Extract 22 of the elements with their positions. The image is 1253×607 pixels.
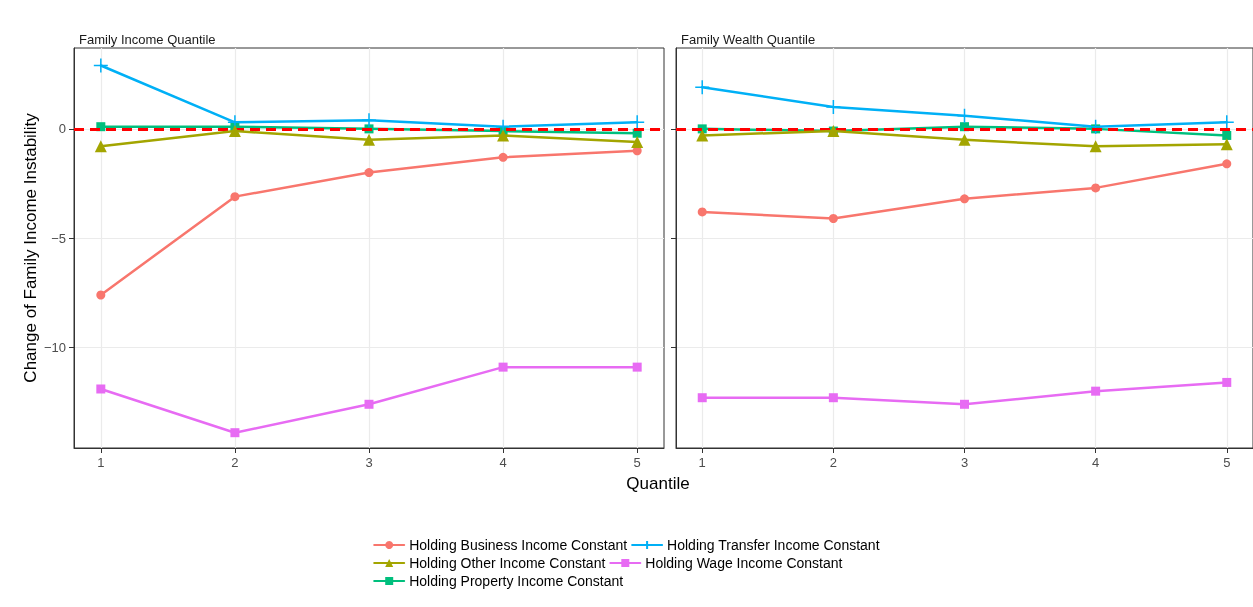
x-axis-title: Quantile xyxy=(625,474,691,494)
x-tick-label: 5 xyxy=(633,455,641,470)
x-tick-label: 4 xyxy=(499,455,507,470)
chart-title: Family Wealth Quantile xyxy=(681,31,816,47)
y-axis-title: Change of Family Income Instability xyxy=(20,112,40,383)
y-tick-label: −10 xyxy=(43,339,66,355)
x-tick-label: 4 xyxy=(1092,455,1100,470)
x-tick-label: 1 xyxy=(97,455,105,470)
x-tick-label: 1 xyxy=(698,455,706,470)
legend-label: Holding Property Income Constant xyxy=(409,573,624,589)
legend-label: Holding Transfer Income Constant xyxy=(667,537,880,553)
chart-title: Family Income Quantile xyxy=(79,31,216,47)
x-tick-label: 5 xyxy=(1223,455,1231,470)
x-tick-label: 3 xyxy=(365,455,373,470)
x-tick-label: 3 xyxy=(960,455,969,470)
legend-label: Holding Business Income Constant xyxy=(409,537,628,553)
x-tick-label: 2 xyxy=(231,455,239,470)
y-tick-label: −5 xyxy=(51,230,66,246)
legend-label: Holding Wage Income Constant xyxy=(645,555,843,571)
y-tick-label: 0 xyxy=(58,121,66,137)
legend-label: Holding Other Income Constant xyxy=(409,555,606,571)
x-tick-label: 2 xyxy=(829,455,837,470)
